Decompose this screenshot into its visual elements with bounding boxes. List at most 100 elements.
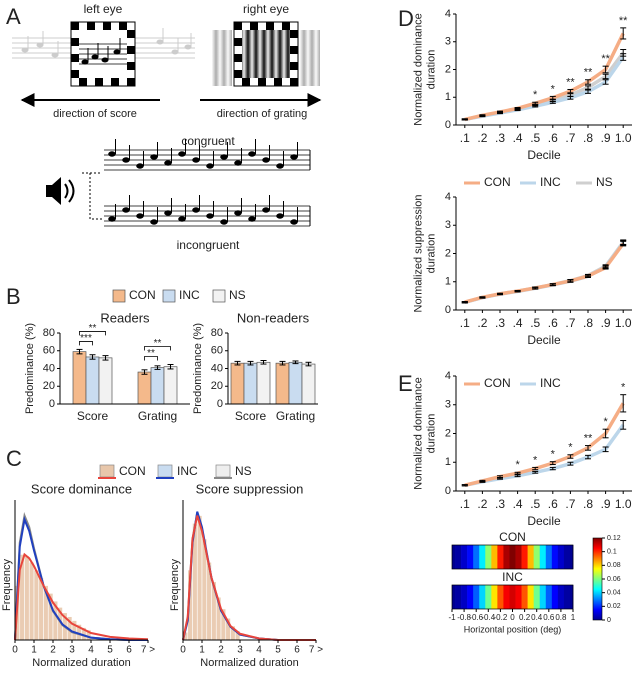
checker-cell [87, 78, 95, 86]
checker-cell [290, 38, 298, 46]
chart-title: Score dominance [31, 481, 132, 496]
x-tick-label: .3 [495, 316, 505, 330]
colorbar-tick-label: 0.04 [607, 590, 621, 597]
x-tick-label: .3 [495, 131, 505, 145]
x-tick-label: .6 [548, 131, 558, 145]
checker-cell [234, 70, 242, 78]
note [220, 154, 228, 160]
bar [256, 361, 271, 405]
checker-cell [103, 78, 111, 86]
heatmap-cell [491, 585, 498, 609]
note [290, 154, 298, 160]
heatmap-cell [467, 545, 474, 569]
heatmap-cell [569, 545, 574, 569]
x-tick-label: 1.0 [615, 316, 632, 330]
heatmap-cell [455, 545, 462, 569]
histogram-bar [28, 561, 35, 641]
bar [85, 356, 100, 405]
x-tick-label: .2 [477, 131, 487, 145]
y-axis-label: Normalized dominance duration [412, 377, 437, 490]
significance-label: * [603, 416, 608, 428]
note [122, 157, 130, 163]
x-axis-label: Normalized duration [200, 657, 298, 669]
checker-cell [234, 46, 242, 54]
significance-label: * [551, 83, 556, 95]
note [290, 219, 298, 225]
legend-label: NS [235, 464, 252, 478]
checker-cell [127, 38, 135, 46]
checker-cell [290, 46, 298, 54]
note [206, 213, 214, 219]
y-axis-label-text: Normalized dominance duration [412, 13, 437, 126]
colorbar-tick-label: 0.08 [607, 562, 621, 569]
note [276, 163, 284, 169]
line [464, 402, 625, 487]
note [136, 213, 144, 219]
heatmap-cell [452, 585, 456, 609]
heatmap-cell [515, 545, 522, 569]
x-tick-label: .8 [583, 497, 593, 511]
x-tick-label: .2 [477, 316, 487, 330]
panel-label: E [398, 371, 413, 396]
significance-label: ** [619, 15, 628, 27]
heatmap-cell [479, 545, 486, 569]
condition-label: incongruent [177, 238, 240, 252]
x-tick-label: .9 [601, 131, 611, 145]
heatmap-cell [485, 585, 492, 609]
note [136, 163, 144, 169]
checker-cell [71, 46, 79, 54]
bar [275, 362, 290, 405]
checker-cell [127, 78, 135, 86]
legend-swatch [162, 289, 176, 303]
checker-cell [234, 30, 242, 38]
connector [82, 172, 102, 220]
heatmap-frame [451, 544, 574, 570]
arrow-label: direction of score [53, 108, 137, 120]
checker-cell [242, 22, 250, 30]
x-tick-label: 2 [50, 645, 56, 656]
note [234, 210, 242, 216]
checker-cell [111, 78, 119, 86]
row-title: INC [502, 570, 523, 584]
heatmap-cell [461, 545, 468, 569]
legend-label: INC [177, 464, 198, 478]
x-axis-label: Decile [527, 514, 561, 528]
faint-note [171, 49, 179, 55]
significance-label: ** [584, 432, 593, 444]
checker-cell [234, 54, 242, 62]
arrow-label: direction of grating [217, 108, 308, 120]
heatmap-cell [533, 585, 541, 609]
x-tick-label: .5 [530, 497, 540, 511]
checker-cell [234, 38, 242, 46]
checker-cell [274, 22, 282, 30]
significance-label: ** [154, 338, 162, 349]
line [464, 241, 625, 305]
note [108, 216, 116, 222]
legend-label: CON [484, 376, 511, 390]
checker-cell [71, 54, 79, 62]
bar [98, 357, 113, 405]
colorbar-tick-label: 0 [607, 617, 611, 624]
checker-cell [95, 78, 103, 86]
legend-swatch [112, 289, 126, 303]
heatmap-cell [509, 585, 516, 609]
y-tick-label: 20 [211, 380, 223, 392]
checker-cell [127, 46, 135, 54]
x-tick-label: -0.4 [481, 613, 495, 622]
density-curve [14, 552, 149, 641]
histogram-bar [24, 555, 30, 641]
note [276, 213, 284, 219]
eye-label: right eye [243, 2, 289, 16]
heatmap-cell [551, 585, 559, 609]
note [81, 59, 89, 65]
note [150, 219, 158, 225]
panel-label: A [6, 4, 21, 29]
heatmap-cell [497, 545, 504, 569]
chart-title: Non-readers [237, 310, 310, 325]
heatmap-cell [467, 585, 474, 609]
significance-label: ** [147, 348, 155, 359]
legend-label: NS [596, 175, 613, 189]
heatmap-cell [503, 545, 510, 569]
checker-cell [111, 22, 119, 30]
